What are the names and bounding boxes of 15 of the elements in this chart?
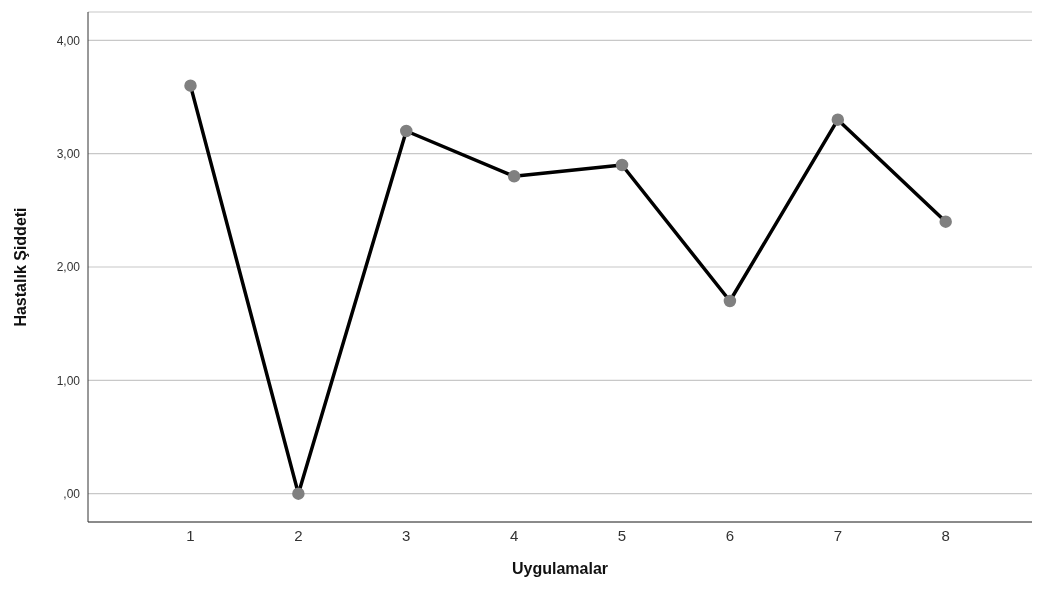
x-tick-label: 1: [186, 526, 195, 544]
y-tick-label: 4,00: [56, 33, 81, 48]
x-axis-title: Uygulamalar: [511, 560, 609, 577]
y-axis-title: Hastalık Şiddeti: [11, 207, 29, 327]
y-tick-label: 3,00: [56, 146, 81, 161]
x-tick-label: 2: [294, 526, 303, 544]
x-tick-label: 5: [617, 526, 627, 544]
y-tick-label: ,00: [63, 486, 81, 501]
x-tick-label: 7: [833, 526, 842, 544]
y-tick-label: 2,00: [56, 260, 81, 275]
x-tick-label: 4: [509, 526, 519, 544]
x-tick-label: 3: [402, 526, 411, 544]
x-tick-label: 8: [941, 526, 950, 544]
x-tick-label: 6: [725, 526, 735, 544]
y-tick-label: 1,00: [56, 373, 81, 388]
